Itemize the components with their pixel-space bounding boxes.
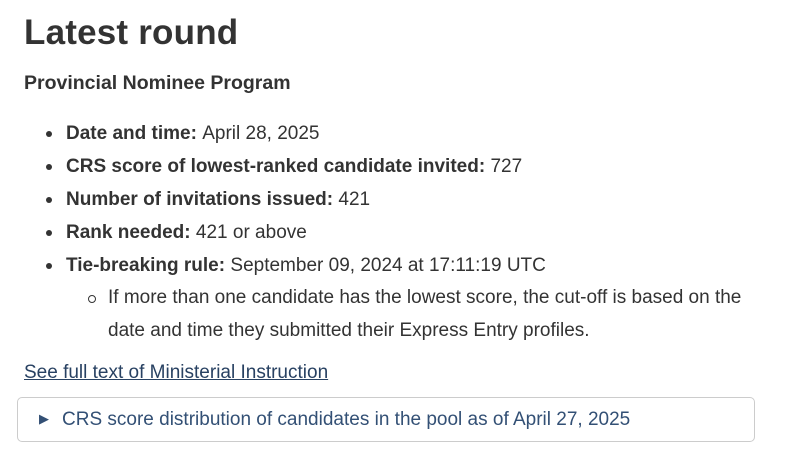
list-item-tie-breaking-rule: Tie-breaking rule: September 09, 2024 at …: [44, 249, 755, 347]
tie-break-note-text: If more than one candidate has the lowes…: [108, 287, 742, 341]
item-label: Rank needed:: [66, 222, 191, 244]
item-label: Number of invitations issued:: [66, 189, 334, 211]
item-label: CRS score of lowest-ranked candidate inv…: [66, 156, 486, 178]
bullet-disc-icon: [46, 131, 52, 138]
item-value: April 28, 2025: [202, 123, 320, 145]
main-content: Latest round Provincial Nominee Program …: [17, 13, 755, 443]
bullet-disc-icon: [46, 263, 52, 270]
item-value: 421 or above: [195, 222, 307, 244]
item-value: September 09, 2024 at 17:11:19 UTC: [230, 255, 546, 277]
tie-break-sublist: If more than one candidate has the lowes…: [66, 282, 755, 347]
bullet-circle-icon: [88, 295, 96, 304]
page-title: Latest round: [24, 13, 239, 52]
bullet-disc-icon: [46, 197, 52, 204]
crs-distribution-summary-label: CRS score distribution of candidates in …: [62, 409, 631, 431]
program-name-subheading: Provincial Nominee Program: [24, 72, 291, 94]
item-value: 727: [490, 156, 523, 178]
bullet-disc-icon: [46, 164, 52, 171]
tie-break-note: If more than one candidate has the lowes…: [88, 282, 755, 347]
item-label: Date and time:: [66, 123, 197, 145]
list-item-date-and-time: Date and time: April 28, 2025: [44, 117, 755, 150]
item-value: 421: [338, 189, 371, 211]
item-label: Tie-breaking rule:: [66, 255, 226, 277]
round-details-list: Date and time: April 28, 2025 CRS score o…: [24, 117, 755, 347]
ministerial-instruction-line: See full text of Ministerial Instruction: [24, 361, 755, 385]
list-item-invitations-issued: Number of invitations issued: 421: [44, 183, 755, 216]
list-item-rank-needed: Rank needed: 421 or above: [44, 216, 755, 249]
crs-distribution-details: ▶ CRS score distribution of candidates i…: [17, 397, 755, 443]
list-item-crs-score: CRS score of lowest-ranked candidate inv…: [44, 150, 755, 183]
bullet-disc-icon: [46, 230, 52, 237]
expand-triangle-icon: ▶: [39, 411, 49, 427]
crs-distribution-summary[interactable]: ▶ CRS score distribution of candidates i…: [18, 398, 754, 441]
ministerial-instruction-link[interactable]: See full text of Ministerial Instruction: [24, 362, 329, 384]
